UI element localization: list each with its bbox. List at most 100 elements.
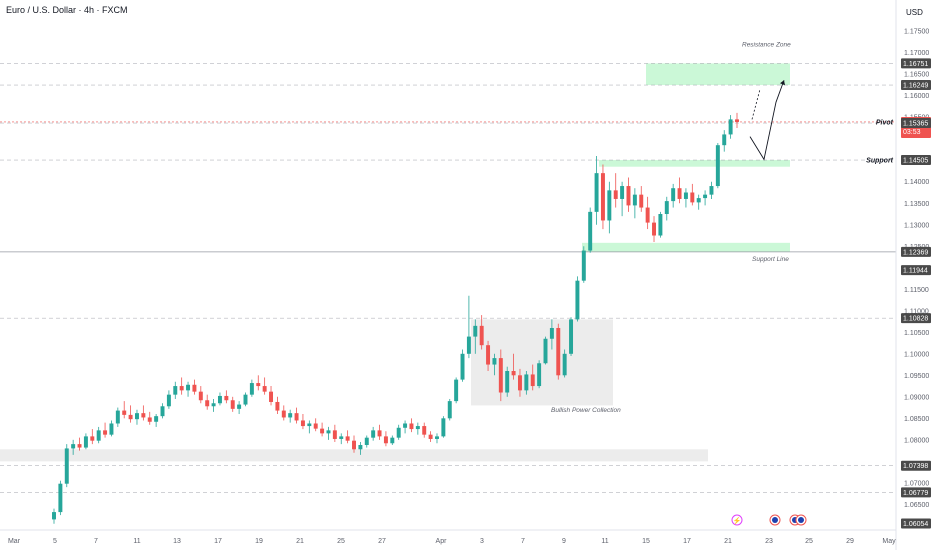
price-label-countdown: 03:53 [903, 129, 921, 136]
y-tick-label: 1.06500 [904, 502, 929, 509]
candle-body [511, 371, 516, 376]
candle-body [326, 430, 331, 434]
x-tick-label: 17 [214, 538, 222, 545]
event-icon-dot [772, 517, 778, 523]
candle-body [281, 410, 286, 418]
candle-body [243, 394, 248, 405]
price-label-text: 1.16249 [903, 83, 928, 90]
candle-body [460, 353, 465, 380]
x-tick-label: 21 [296, 538, 304, 545]
zone-rect [471, 319, 613, 406]
time-axis: Mar 5 7 11 13 17 19 21 25 27 Apr 3 7 9 11 15 17 21 23 25 29 M… [0, 529, 896, 545]
lightning-glyph: ⚡ [733, 516, 742, 525]
projection-arrowhead [780, 80, 785, 86]
candle-body [339, 436, 344, 439]
candle-body [409, 423, 414, 430]
candle-body [652, 222, 656, 236]
candle-body [447, 401, 452, 419]
price-label-box [901, 313, 931, 324]
price-label-box [901, 487, 931, 498]
projection-path [749, 80, 785, 161]
candle-body [224, 395, 229, 401]
candle-body [396, 427, 401, 438]
y-tick-label: 1.13500 [904, 201, 929, 208]
candle-body [505, 371, 510, 393]
price-label-text: 1.14505 [903, 158, 928, 165]
candle-body [90, 436, 95, 441]
candle-body [498, 358, 503, 393]
candle-body [307, 423, 312, 427]
candle-body [198, 391, 203, 401]
x-tick-label: 25 [337, 538, 345, 545]
lightning-icon-ring [731, 514, 743, 526]
candle-body [556, 327, 561, 376]
candle-body [428, 434, 433, 439]
x-tick-label: 3 [480, 538, 484, 545]
candle-body [696, 198, 701, 203]
price-label-text: 1.06054 [903, 521, 928, 528]
candle-body [211, 403, 216, 407]
x-tick-label: Apr [436, 538, 448, 545]
price-label-text: 1.12369 [903, 249, 928, 256]
price-label-box [901, 58, 931, 69]
candle-body [83, 436, 88, 448]
y-tick-label: 1.08000 [904, 437, 929, 444]
candle-body [683, 192, 688, 199]
candle-body [454, 379, 459, 402]
candle-body [64, 448, 69, 484]
price-label-box [901, 518, 931, 529]
candle-body [473, 325, 478, 337]
support-line-label: Support Line [752, 256, 789, 263]
x-tick-label: 19 [255, 538, 263, 545]
candle-body [135, 413, 139, 420]
candle-body [690, 192, 695, 203]
y-tick-label: 1.17500 [904, 29, 929, 36]
candle-body [600, 173, 605, 221]
candle-body [230, 400, 235, 409]
x-tick-label: 7 [521, 538, 525, 545]
candle-body [517, 375, 522, 391]
price-label-text: 1.07398 [903, 463, 928, 470]
candle-body [217, 395, 222, 404]
candle-body [300, 420, 305, 427]
candle-body [632, 194, 637, 206]
candle-body [358, 444, 363, 450]
price-label-box [901, 155, 931, 166]
x-tick-label: Mar [8, 538, 21, 545]
candle-body [530, 374, 535, 387]
x-tick-label: 25 [805, 538, 813, 545]
candle-body [256, 383, 261, 387]
projection-dashed [751, 89, 761, 120]
candle-body [173, 386, 178, 395]
candle-body [441, 418, 446, 437]
candle-body [141, 413, 146, 418]
price-label-box [901, 265, 931, 276]
candle-body [581, 250, 586, 281]
candle-body [160, 406, 165, 417]
candle-body [332, 430, 337, 439]
x-tick-label: 9 [562, 538, 566, 545]
candle-body [613, 190, 618, 199]
candle-body [192, 384, 197, 392]
candle-body [594, 173, 599, 212]
price-label-text: 1.06779 [903, 490, 928, 497]
candle-body [77, 444, 82, 448]
candle-body [103, 430, 108, 435]
candle-body [179, 386, 184, 391]
level-text-support: Support [866, 158, 893, 165]
x-tick-label: 27 [378, 538, 386, 545]
candle-body [466, 336, 471, 354]
candle-body [735, 119, 739, 122]
candle-body [186, 384, 191, 391]
y-tick-label: 1.07000 [904, 480, 929, 487]
candle-body [320, 428, 325, 434]
candle-body [435, 436, 439, 439]
candle-body [537, 363, 542, 387]
x-tick-label: 21 [724, 538, 732, 545]
candle-body [166, 394, 171, 407]
candle-body [671, 188, 676, 202]
x-tick-label: 5 [53, 538, 57, 545]
y-tick-label: 1.13000 [904, 222, 929, 229]
candle-body [122, 410, 127, 415]
